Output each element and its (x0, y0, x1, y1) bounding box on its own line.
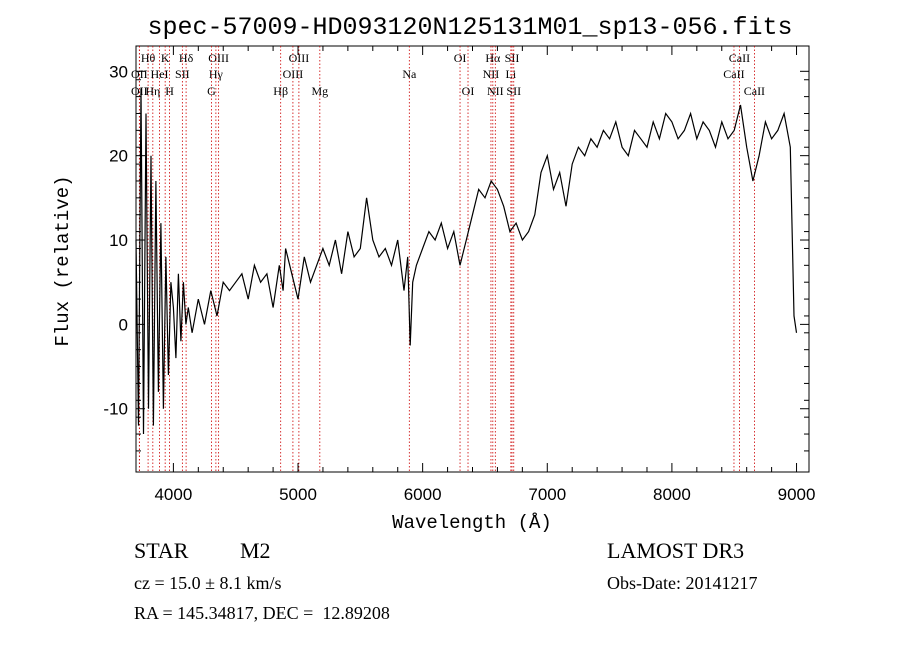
x-tick-label: 8000 (653, 485, 691, 504)
x-tick-label: 4000 (154, 485, 192, 504)
object-subclass: M2 (240, 538, 271, 563)
y-axis-label: Flux (relative) (52, 175, 74, 346)
x-tick-label: 7000 (528, 485, 566, 504)
spectrum-line (135, 88, 798, 435)
line-marker-label: OII (131, 84, 148, 98)
line-marker-label: OIII (289, 51, 310, 65)
line-marker-label: G (207, 84, 216, 98)
y-tick-label: 20 (109, 147, 128, 166)
line-marker-label: Na (402, 67, 417, 81)
chart-title: spec-57009-HD093120N125131M01_sp13-056.f… (147, 13, 792, 42)
line-marker-label: Hθ (141, 51, 156, 65)
line-marker-label: Hδ (179, 51, 194, 65)
line-marker-label: SII (506, 84, 521, 98)
axis-ticks: 4000 5000 6000 7000 8000 9000 -10 0 10 20 30 (103, 46, 815, 504)
line-marker-label: Mg (311, 84, 328, 98)
x-axis-label: Wavelength (Å) (392, 512, 552, 534)
line-marker-label: OIII (208, 51, 229, 65)
plot-frame (135, 45, 810, 473)
line-marker-label: HeI (151, 67, 169, 81)
y-tick-label: -10 (103, 400, 128, 419)
redshift-cz: cz = 15.0 ± 8.1 km/s (134, 573, 282, 593)
line-marker-label: Li (506, 67, 517, 81)
line-marker-label: CaII (729, 51, 750, 65)
y-tick-label: 0 (119, 315, 128, 334)
y-tick-label: 30 (109, 62, 128, 81)
line-marker-label: OI (454, 51, 467, 65)
line-marker-label: K (161, 51, 170, 65)
line-marker-label: Hβ (273, 84, 288, 98)
coordinates: RA = 145.34817, DEC = 12.89208 (134, 603, 390, 623)
line-marker-label: H (165, 84, 174, 98)
line-marker-label: NII (487, 84, 504, 98)
x-tick-label: 6000 (404, 485, 442, 504)
survey-name: LAMOST DR3 (607, 538, 745, 563)
object-class: STAR (134, 538, 189, 563)
line-marker-label: OIII (283, 67, 304, 81)
line-marker-label: NII (483, 67, 500, 81)
line-marker-label: OI (462, 84, 475, 98)
y-tick-label: 10 (109, 231, 128, 250)
line-marker-label: SII (175, 67, 190, 81)
line-marker-label: SII (505, 51, 520, 65)
x-tick-label: 9000 (778, 485, 816, 504)
line-marker-label: Hη (145, 84, 160, 98)
line-marker-label: Hα (485, 51, 501, 65)
line-marker-label: CaII (744, 84, 765, 98)
x-tick-label: 5000 (279, 485, 317, 504)
line-marker-label: CaII (723, 67, 744, 81)
line-marker-label: Hγ (209, 67, 224, 81)
observation-date: Obs-Date: 20141217 (607, 573, 758, 593)
